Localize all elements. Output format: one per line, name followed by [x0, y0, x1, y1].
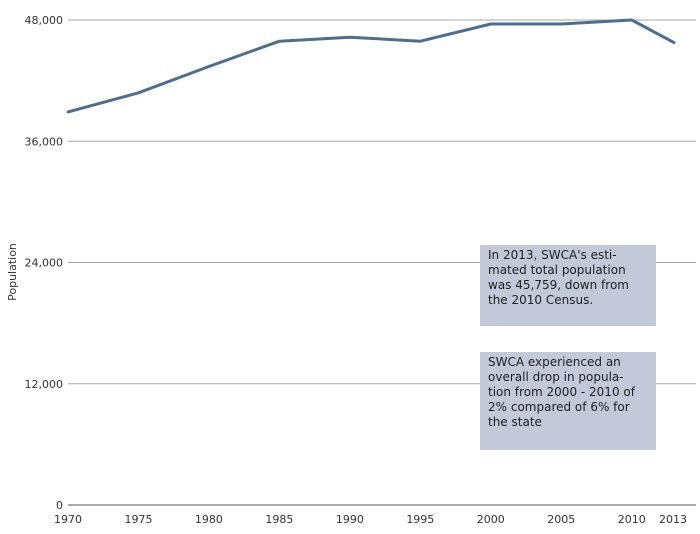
population-series-line: [66, 18, 676, 114]
y-axis-label: Population: [6, 243, 19, 301]
x-tick-label: 1995: [406, 513, 434, 526]
y-tick-labels: 0 12,000 24,000 36,000 48,000: [25, 14, 64, 512]
y-tick-label: 48,000: [25, 14, 64, 27]
x-tick-label: 1990: [336, 513, 364, 526]
x-tick-label: 2005: [547, 513, 575, 526]
annotation-2013-population: In 2013, SWCA's esti- mated total popula…: [480, 245, 656, 326]
y-tick-label: 36,000: [25, 135, 64, 148]
x-tick-label: 2000: [477, 513, 505, 526]
annotation-population-drop: SWCA experienced an overall drop in popu…: [480, 352, 656, 450]
x-tick-label: 1970: [54, 513, 82, 526]
y-tick-label: 24,000: [25, 257, 64, 270]
y-tick-label: 12,000: [25, 378, 64, 391]
y-tick-label: 0: [56, 499, 63, 512]
series-group: [66, 18, 676, 114]
x-tick-labels: 1970 1975 1980 1985 1990 1995 2000 2005 2010 2013: [54, 513, 687, 526]
x-tick-label: 2010: [618, 513, 646, 526]
x-tick-label: 1975: [124, 513, 152, 526]
x-tick-label: 1980: [195, 513, 223, 526]
x-tick-label: 1985: [265, 513, 293, 526]
x-tick-label: 2013: [659, 513, 687, 526]
